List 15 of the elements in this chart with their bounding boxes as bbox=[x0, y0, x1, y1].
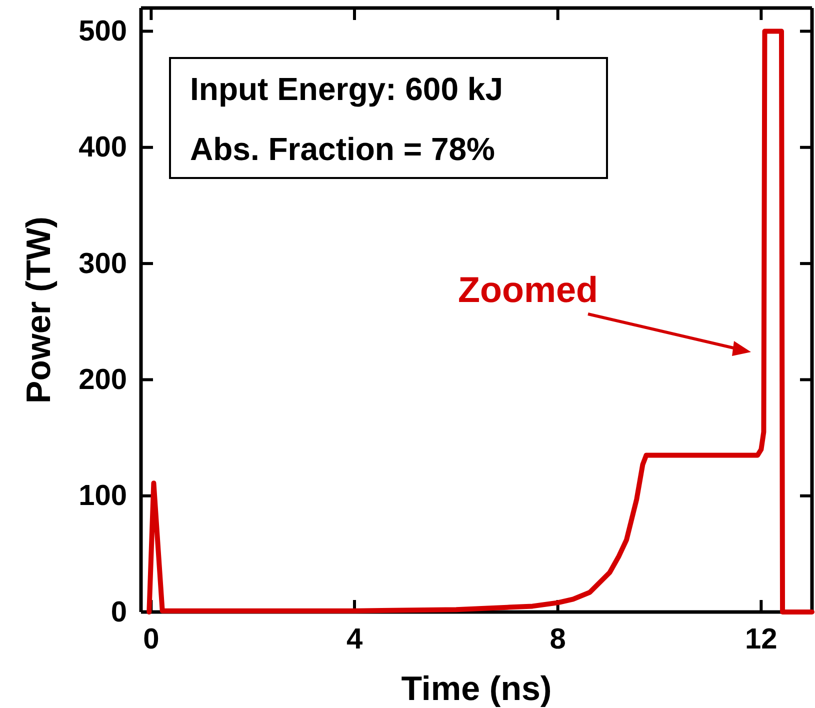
x-tick-label: 12 bbox=[745, 624, 778, 656]
x-axis-title: Time (ns) bbox=[401, 670, 552, 708]
y-tick-label: 500 bbox=[78, 16, 127, 48]
y-tick-label: 200 bbox=[78, 364, 127, 396]
x-tick-label: 4 bbox=[346, 624, 363, 656]
y-tick-label: 300 bbox=[78, 248, 127, 280]
y-tick-label: 400 bbox=[78, 132, 127, 164]
annotation: Zoomed bbox=[458, 269, 598, 310]
annotation: Input Energy: 600 kJ bbox=[190, 71, 503, 107]
x-tick-label: 8 bbox=[550, 624, 566, 656]
y-tick-label: 100 bbox=[78, 480, 127, 512]
x-tick-label: 0 bbox=[143, 624, 160, 656]
annotation: Abs. Fraction = 78% bbox=[190, 131, 495, 167]
y-axis-title: Power (TW) bbox=[20, 216, 58, 404]
y-tick-label: 0 bbox=[110, 596, 127, 628]
